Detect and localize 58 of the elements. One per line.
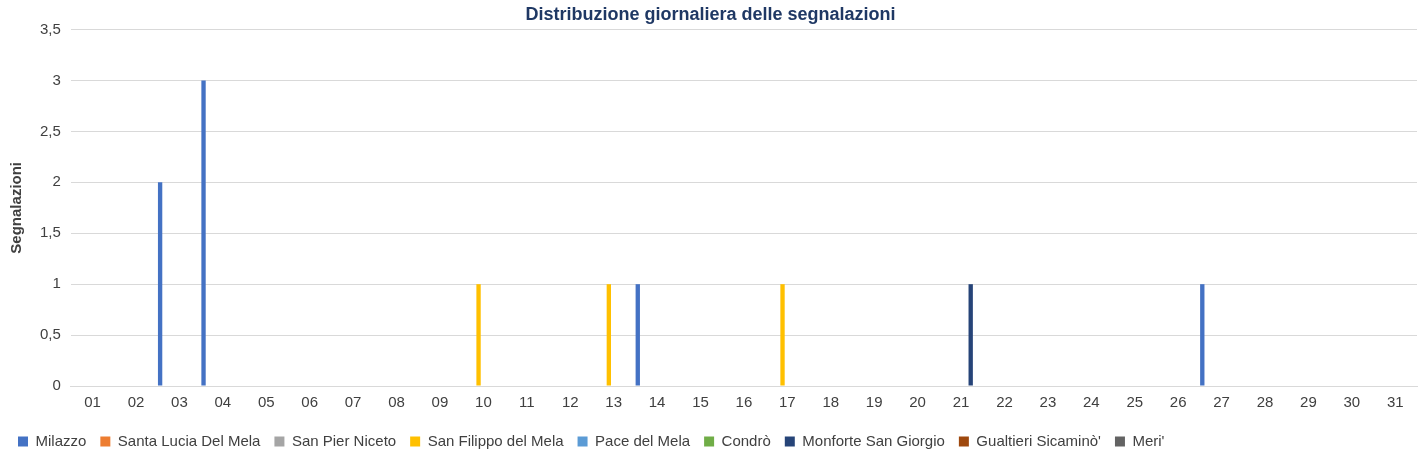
x-tick-label: 26	[1169, 393, 1187, 411]
y-tick-label: 1	[52, 274, 61, 292]
bar	[476, 284, 481, 386]
x-tick-label: 24	[1082, 393, 1100, 411]
chart-title: Distribuzione giornaliera delle segnalazioni	[525, 3, 896, 24]
x-tick-label: 15	[692, 393, 709, 411]
x-tick-label: 05	[257, 393, 275, 411]
legend-label: Pace del Mela	[595, 431, 691, 449]
x-tick-label: 27	[1213, 393, 1230, 411]
x-tick-label: 13	[605, 393, 622, 411]
x-tick-label: 29	[1300, 393, 1317, 411]
x-tick-label: 04	[214, 393, 232, 411]
y-tick-label: 2,5	[39, 121, 61, 139]
x-tick-label: 30	[1343, 393, 1361, 411]
legend-label: San Filippo del Mela	[427, 431, 565, 449]
legend-label: Gualtieri Sicaminò'	[976, 431, 1102, 449]
y-tick-label: 3	[52, 70, 61, 88]
x-tick-label: 28	[1256, 393, 1274, 411]
y-tick-label: 0	[52, 376, 61, 394]
bar	[635, 284, 640, 386]
x-tick-label: 20	[909, 393, 926, 411]
x-tick-label: 14	[648, 393, 666, 411]
legend-label: San Pier Niceto	[291, 431, 397, 449]
x-tick-label: 25	[1126, 393, 1144, 411]
x-tick-label: 06	[301, 393, 319, 411]
bar	[968, 284, 973, 386]
x-tick-label: 21	[952, 393, 970, 411]
x-tick-label: 31	[1386, 393, 1404, 411]
x-tick-label: 17	[779, 393, 796, 411]
x-tick-label: 03	[171, 393, 188, 411]
x-tick-label: 07	[344, 393, 362, 411]
bar	[157, 182, 163, 386]
legend-label: Condrò	[721, 431, 771, 449]
bar	[780, 284, 785, 386]
legend-label: Meri'	[1132, 431, 1165, 449]
bar	[201, 80, 206, 386]
x-tick-label: 10	[475, 393, 492, 411]
x-tick-label: 01	[84, 393, 101, 411]
x-tick-label: 18	[822, 393, 840, 411]
x-tick-label: 12	[561, 393, 579, 411]
x-tick-label: 11	[519, 393, 535, 411]
bar	[1200, 284, 1205, 386]
x-tick-label: 02	[127, 393, 145, 411]
y-axis-title: Segnalazioni	[7, 161, 25, 254]
bar	[606, 284, 611, 386]
y-tick-label: 0,5	[39, 325, 61, 343]
y-tick-label: 3,5	[39, 19, 61, 37]
x-tick-label: 22	[996, 393, 1013, 411]
legend-label: Milazzo	[35, 431, 87, 449]
x-tick-label: 09	[431, 393, 449, 411]
x-tick-label: 08	[388, 393, 405, 411]
x-tick-label: 23	[1039, 393, 1057, 411]
y-tick-label: 2	[52, 172, 61, 190]
y-tick-label: 1,5	[39, 223, 61, 241]
legend-label: Santa Lucia Del Mela	[117, 431, 262, 449]
x-tick-label: 19	[865, 393, 883, 411]
legend-label: Monforte San Giorgio	[802, 431, 945, 449]
x-tick-label: 16	[735, 393, 753, 411]
